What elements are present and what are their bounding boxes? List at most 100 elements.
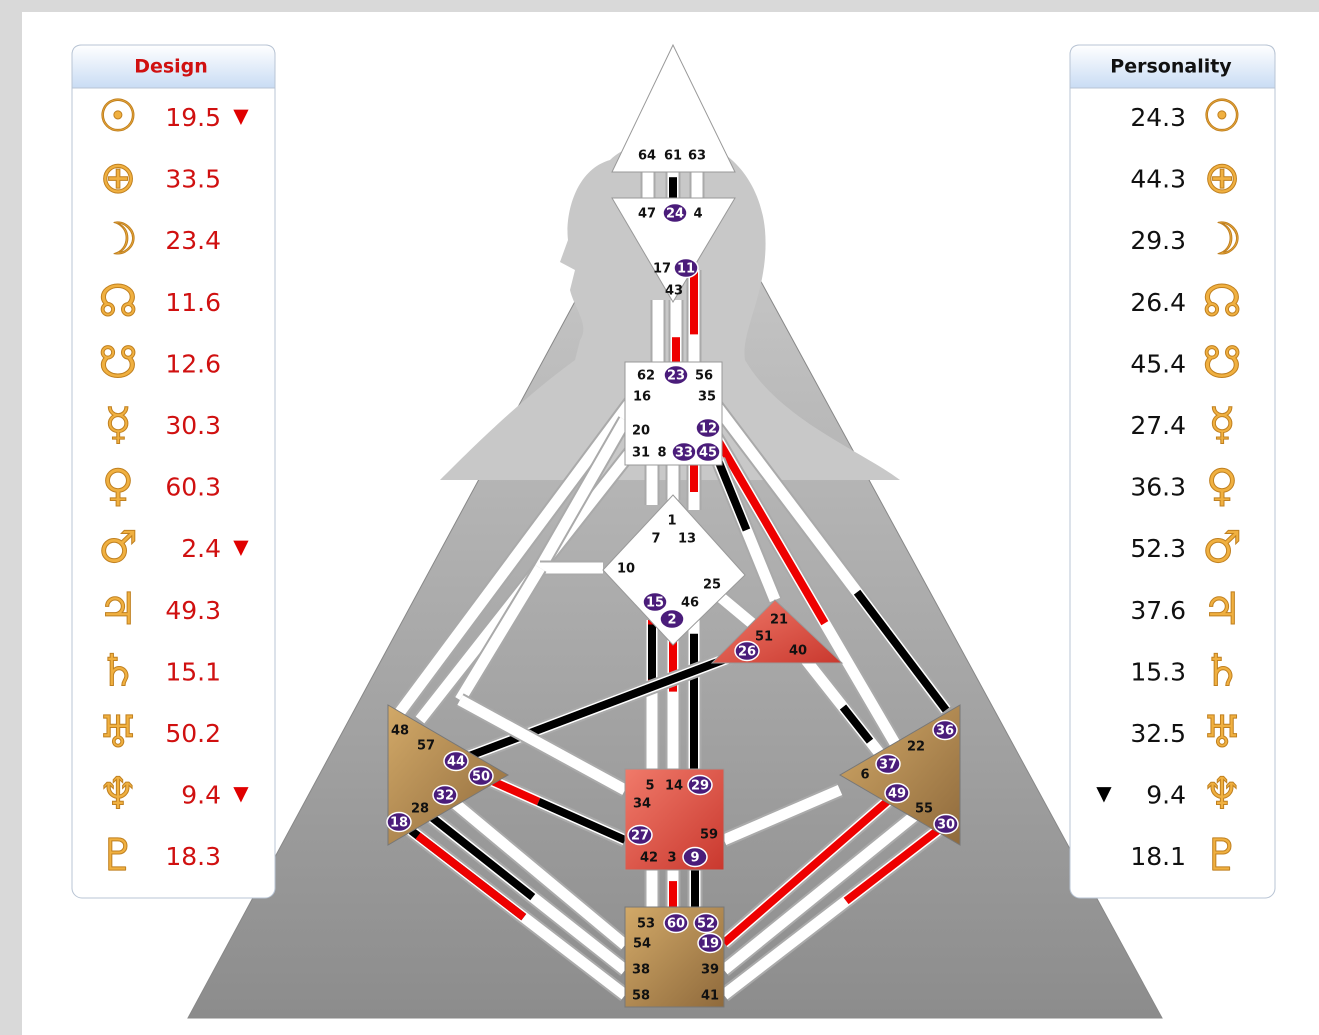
planet-symbol: ♇ [98,830,137,881]
gate-activation [687,774,713,796]
gate-number: 33 [675,446,693,461]
gate-activation [933,813,959,835]
planet-symbol: ♀ [1206,461,1238,512]
gate-activation [734,640,760,662]
gate-activation [386,811,412,833]
gate-activation [662,202,688,224]
gate-number: 36 [936,724,954,739]
panel-header [1069,44,1276,89]
gate-activation [659,608,685,630]
gate-activation [663,912,689,934]
gate-number: 55 [915,802,933,817]
design-value: 30.3 [165,411,221,440]
design-value: 23.4 [165,226,221,255]
personality-value: 18.1 [1130,842,1186,871]
planet-symbol: ☊ [98,276,137,327]
solar-plexus-center [839,704,961,846]
channel [441,790,629,950]
gate-activation [884,782,910,804]
gate-activation [432,784,458,806]
planet-symbol: ♃ [98,584,137,635]
design-value: 2.4 [181,534,221,563]
gate-number: 27 [631,829,649,844]
gate-activation [642,591,668,613]
design-value: 18.3 [165,842,221,871]
planet-symbol: ♀ [102,461,134,512]
head-silhouette [673,139,900,480]
planet-symbol: ♄ [1202,645,1241,696]
design-value: 60.3 [165,473,221,502]
gate-number: 2 [667,613,676,628]
planet-symbol: ☊ [1202,276,1241,327]
gate-number: 10 [617,562,635,577]
planet-symbol: ♅ [1202,707,1241,758]
ajna-center [611,197,736,303]
g-center [602,494,746,646]
design-value: 33.5 [165,165,221,194]
gate-number: 17 [653,262,671,277]
retrograde-marker: ▼ [233,781,249,805]
gate-number: 56 [695,369,713,384]
gate-number: 19 [701,937,719,952]
design-value: 49.3 [165,596,221,625]
gate-number: 28 [411,802,429,817]
planet-symbol: ☽ [98,214,137,265]
gate-activation [627,824,653,846]
gate-number: 63 [688,149,706,164]
gate-number: 45 [699,446,717,461]
gate-number: 57 [417,739,435,754]
planet-symbol: ♆ [98,769,137,820]
gate-number: 15 [646,596,664,611]
gate-number: 24 [666,207,684,222]
gate-number: 12 [699,422,717,437]
gate-number: 26 [738,645,756,660]
gate-activation [695,417,721,439]
gate-number: 58 [632,989,650,1004]
gate-number: 21 [770,613,788,628]
planet-symbol: ♂ [98,522,137,573]
gate-number: 47 [638,207,656,222]
gate-number: 60 [667,917,685,932]
personality-panel: Personality [1069,44,1276,899]
gate-number: 39 [701,963,719,978]
gate-number: 32 [436,789,454,804]
personality-value: 44.3 [1130,165,1186,194]
planet-symbol: ☽ [1202,214,1241,265]
planet-symbol: ⊕ [100,153,137,204]
planet-symbol: ♂ [1202,522,1241,573]
planet-symbol: ☋ [1202,337,1241,388]
gate-number: 3 [667,851,676,866]
gate-number: 7 [651,532,660,547]
planet-symbol: ♃ [1202,584,1241,635]
channel-activation [721,789,900,947]
design-value: 11.6 [165,288,221,317]
gate-number: 62 [637,369,655,384]
gate-number: 31 [632,446,650,461]
head-center [611,43,736,173]
gate-number: 5 [645,779,654,794]
gate-number: 8 [657,446,666,461]
retrograde-marker: ▼ [233,104,249,128]
gate-number: 23 [667,369,685,384]
design-value: 19.5 [165,103,221,132]
gate-activation [443,750,469,772]
gate-number: 4 [693,207,702,222]
planet-symbol: ☉ [98,91,137,142]
gate-number: 52 [697,917,715,932]
gate-number: 11 [677,262,695,277]
planet-symbol: ☿ [104,399,131,450]
gate-activation [682,846,708,868]
panel-header [71,44,276,89]
planet-symbol: ☋ [98,337,137,388]
channel [721,784,843,846]
gate-activation [663,364,689,386]
gate-number: 35 [698,390,716,405]
channel [457,695,628,795]
planet-symbol: ♄ [98,645,137,696]
personality-value: 36.3 [1130,473,1186,502]
gate-activation [693,912,719,934]
channel-activation [708,427,829,626]
gate-number: 37 [879,758,897,773]
design-value: 9.4 [181,781,221,810]
gate-number: 40 [789,644,807,659]
